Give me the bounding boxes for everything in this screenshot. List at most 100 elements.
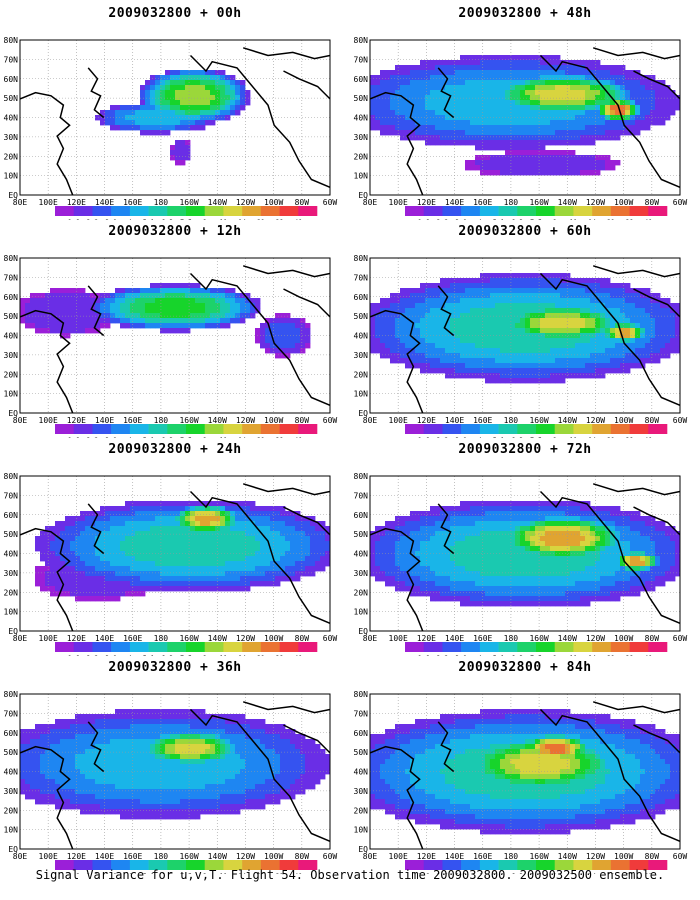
color-legend: 1.6 2.2 3.1 4 5.1 6.3 7.5 9 11 14 21 29 40: [405, 206, 668, 220]
legend-swatch: [536, 424, 556, 434]
lon-tick-label: 140W: [558, 416, 577, 425]
legend-tick-label: 11: [220, 654, 228, 656]
legend-tick-label: 4: [478, 436, 482, 438]
legend-tick-label: 2.2: [437, 218, 449, 220]
coastline: [87, 67, 105, 119]
lat-tick-label: 50N: [354, 94, 369, 103]
lon-tick-label: 100E: [39, 852, 58, 861]
lon-tick-label: 100E: [39, 416, 58, 425]
map-frame: [369, 693, 681, 850]
lat-tick-label: 40N: [4, 550, 19, 559]
lat-tick-label: 70N: [354, 273, 369, 282]
legend-swatch: [55, 860, 75, 870]
lon-tick-label: 120E: [67, 416, 86, 425]
variance-field: [20, 258, 330, 413]
legend-tick-label: 40: [294, 654, 302, 656]
legend-swatch: [498, 206, 518, 216]
legend-tick-label: 11: [220, 436, 228, 438]
lat-tick-label: 50N: [4, 312, 19, 321]
forecast-panel: 2009032800 + 84h 80N 70N 60N 50N 40N 30N 20N 10N…: [350, 654, 700, 874]
lat-lon-grid: [20, 694, 330, 849]
lat-tick-label: 60N: [4, 729, 19, 738]
lat-tick-label: EQ: [358, 627, 368, 636]
lat-tick-label: 40N: [4, 768, 19, 777]
legend-swatch: [648, 642, 668, 652]
lat-tick-label: 40N: [354, 768, 369, 777]
lon-tick-label: 120W: [586, 634, 605, 643]
legend-tick-label: 7.5: [180, 436, 192, 438]
legend-tick-label: 4: [128, 218, 132, 220]
legend-tick-label: 2.2: [437, 436, 449, 438]
lat-tick-label: 70N: [354, 55, 369, 64]
legend-swatch: [148, 424, 168, 434]
legend-tick-label: 14: [238, 218, 246, 220]
coastline: [437, 285, 455, 337]
legend-swatch: [554, 860, 574, 870]
lat-lon-grid: [370, 694, 680, 849]
lon-tick-label: 180: [504, 634, 519, 643]
lat-tick-label: 20N: [354, 370, 369, 379]
coastline: [87, 721, 105, 773]
lon-tick-label: 100E: [39, 198, 58, 207]
lon-tick-label: 180: [504, 416, 519, 425]
legend-swatch: [55, 206, 75, 216]
forecast-panel: 2009032800 + 72h 80N 70N 60N 50N 40N 30N 20N 10N…: [350, 436, 700, 656]
legend-swatch: [405, 424, 425, 434]
color-legend: 1.6 2.2 3.1 4 5.1 6.3 7.5 9 11 14 21 29 40: [55, 424, 318, 438]
legend-swatch: [648, 206, 668, 216]
legend-swatch: [242, 860, 262, 870]
legend-swatch: [260, 860, 280, 870]
legend-tick-label: 1.6: [68, 436, 80, 438]
legend-tick-label: 21: [257, 436, 265, 438]
legend-swatch: [279, 642, 299, 652]
legend-tick-label: 5.1: [493, 872, 505, 874]
legend-swatch: [442, 860, 462, 870]
coastline: [242, 483, 330, 496]
legend-swatch: [573, 642, 593, 652]
lon-tick-label: 160E: [123, 198, 142, 207]
lat-tick-label: 70N: [354, 709, 369, 718]
lon-tick-label: 100W: [614, 416, 633, 425]
lon-tick-label: 100W: [264, 416, 283, 425]
legend-swatch: [610, 424, 630, 434]
legend-swatch: [242, 424, 262, 434]
lon-tick-label: 140W: [208, 634, 227, 643]
lon-tick-label: 160W: [529, 852, 548, 861]
lat-tick-label: 70N: [4, 491, 19, 500]
lon-tick-label: 160E: [473, 416, 492, 425]
legend-swatch: [73, 642, 93, 652]
legend-tick-label: 29: [276, 654, 284, 656]
lon-tick-label: 140E: [95, 416, 114, 425]
legend-swatch: [517, 860, 537, 870]
lat-lon-grid: [370, 40, 680, 195]
lat-tick-label: 70N: [4, 709, 19, 718]
lat-tick-label: 60N: [4, 511, 19, 520]
lat-tick-label: EQ: [8, 409, 18, 418]
lat-tick-label: 80N: [4, 690, 19, 699]
lon-tick-label: 100W: [264, 634, 283, 643]
lon-tick-label: 80W: [645, 634, 660, 643]
legend-tick-label: 40: [294, 436, 302, 438]
lon-tick-label: 60W: [673, 634, 688, 643]
legend-tick-label: 4: [478, 872, 482, 874]
lat-tick-label: 50N: [4, 748, 19, 757]
lon-tick-label: 160W: [529, 634, 548, 643]
coastline: [20, 91, 74, 195]
color-legend: 1.6 2.2 3.1 4 5.1 6.3 7.5 9 11 14 21 29 40: [405, 860, 668, 874]
lat-tick-label: 40N: [4, 114, 19, 123]
coastline: [87, 285, 105, 337]
legend-tick-label: 6.3: [511, 218, 523, 220]
legend-swatch: [573, 860, 593, 870]
lat-tick-label: 20N: [354, 588, 369, 597]
legend-swatch: [279, 860, 299, 870]
legend-tick-label: 2.2: [437, 872, 449, 874]
legend-tick-label: 6.3: [511, 654, 523, 656]
lon-tick-label: 140W: [208, 416, 227, 425]
panel-title: 2009032800 + 36h: [108, 660, 242, 675]
legend-tick-label: 40: [644, 654, 652, 656]
